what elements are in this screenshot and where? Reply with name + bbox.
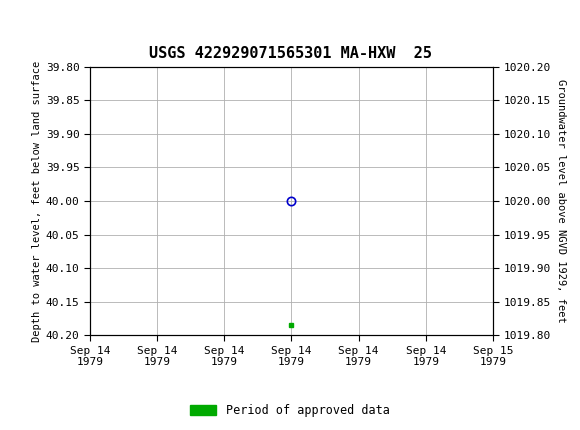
Text: USGS: USGS: [32, 12, 100, 33]
Text: ≡: ≡: [7, 9, 30, 37]
Text: USGS 422929071565301 MA-HXW  25: USGS 422929071565301 MA-HXW 25: [148, 46, 432, 61]
Legend: Period of approved data: Period of approved data: [186, 399, 394, 422]
Y-axis label: Groundwater level above NGVD 1929, feet: Groundwater level above NGVD 1929, feet: [556, 79, 566, 323]
Y-axis label: Depth to water level, feet below land surface: Depth to water level, feet below land su…: [31, 60, 42, 342]
